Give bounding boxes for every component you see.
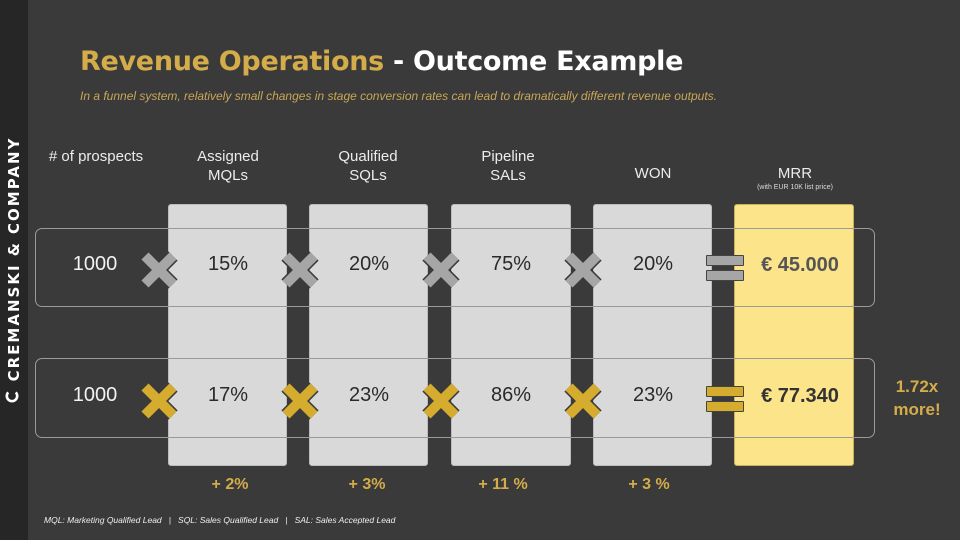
multiply-icon <box>563 381 603 421</box>
multiply-icon <box>139 381 179 421</box>
outcome-multiplier: 1.72x more! <box>893 377 941 419</box>
row1-mrr: € 45.000 <box>761 254 839 276</box>
page-title: Revenue Operations - Outcome Example <box>80 46 683 77</box>
brand-sidebar: CREMANSKI & COMPANY <box>0 0 28 540</box>
row1-sql-rate: 20% <box>348 253 390 275</box>
row1-mql-rate: 15% <box>207 253 249 275</box>
header-mrr: MRR (with EUR 10K list price) <box>740 164 850 192</box>
header-sals: Pipeline SALs <box>481 148 535 184</box>
header-mqls: Assigned MQLs <box>197 148 259 184</box>
page-subtitle: In a funnel system, relatively small cha… <box>80 89 718 103</box>
delta-won: + 3 % <box>628 476 670 493</box>
delta-sal: + 11 % <box>478 476 528 493</box>
brand-name: CREMANSKI & COMPANY <box>5 137 23 404</box>
column-won <box>593 204 712 466</box>
row2-sql-rate: 23% <box>348 384 390 406</box>
mrr-note: (with EUR 10K list price) <box>757 184 833 191</box>
delta-mql: + 2% <box>211 476 249 493</box>
column-sqls <box>309 204 428 466</box>
header-prospects: # of prospects <box>48 148 144 165</box>
column-mqls <box>168 204 287 466</box>
row1-prospects: 1000 <box>72 253 118 275</box>
title-rest: - Outcome Example <box>383 46 684 77</box>
footnote: MQL: Marketing Qualified Lead | SQL: Sal… <box>44 515 396 525</box>
multiply-icon <box>563 250 603 290</box>
row2-mql-rate: 17% <box>207 384 249 406</box>
row2-prospects: 1000 <box>72 384 118 406</box>
multiply-icon <box>280 381 320 421</box>
row1-won-rate: 20% <box>632 253 674 275</box>
c-logo-icon <box>5 389 23 403</box>
row2-sal-rate: 86% <box>490 384 532 406</box>
row1-sal-rate: 75% <box>490 253 532 275</box>
scenario-row-improved <box>35 358 875 438</box>
multiply-icon <box>421 250 461 290</box>
column-mrr <box>734 204 854 466</box>
header-won: WON <box>634 165 672 182</box>
column-sals <box>451 204 571 466</box>
brand-text: CREMANSKI & COMPANY <box>5 136 23 382</box>
scenario-row-baseline <box>35 228 875 307</box>
multiply-icon <box>280 250 320 290</box>
row2-won-rate: 23% <box>632 384 674 406</box>
multiply-icon <box>139 250 179 290</box>
multiply-icon <box>421 381 461 421</box>
header-sqls: Qualified SQLs <box>338 148 398 184</box>
title-highlight: Revenue Operations <box>80 46 384 77</box>
row2-mrr: € 77.340 <box>761 385 839 407</box>
delta-sql: + 3% <box>348 476 386 493</box>
